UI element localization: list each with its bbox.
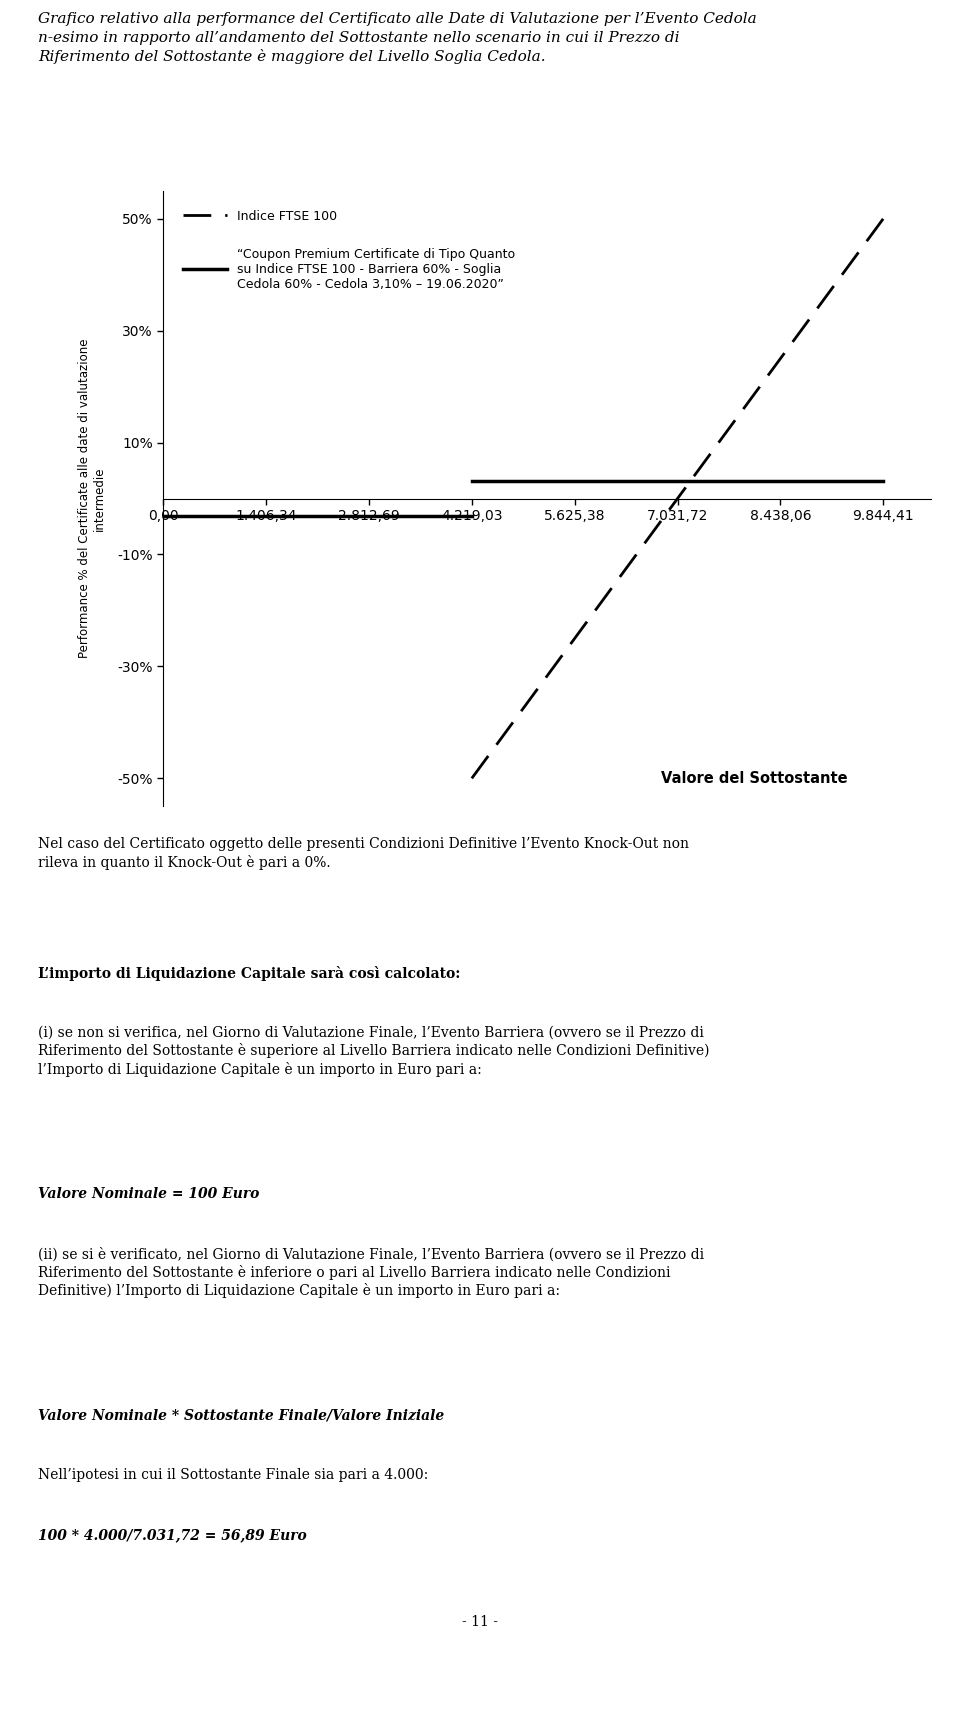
- Text: Valore Nominale * Sottostante Finale/Valore Iniziale: Valore Nominale * Sottostante Finale/Val…: [38, 1408, 444, 1422]
- Text: 100 * 4.000/7.031,72 = 56,89 Euro: 100 * 4.000/7.031,72 = 56,89 Euro: [38, 1528, 307, 1542]
- Text: (i) se non si verifica, nel Giorno di Valutazione Finale, l’Evento Barriera (ovv: (i) se non si verifica, nel Giorno di Va…: [38, 1025, 709, 1077]
- Y-axis label: Performance % del Certificate alle date di valutazione
intermedie: Performance % del Certificate alle date …: [78, 338, 106, 659]
- Text: Nel caso del Certificato oggetto delle presenti Condizioni Definitive l’Evento K: Nel caso del Certificato oggetto delle p…: [38, 838, 689, 870]
- Text: Valore Nominale = 100 Euro: Valore Nominale = 100 Euro: [38, 1188, 260, 1202]
- Text: Nell’ipotesi in cui il Sottostante Finale sia pari a 4.000:: Nell’ipotesi in cui il Sottostante Final…: [38, 1469, 429, 1483]
- Text: L’importo di Liquidazione Capitale sarà così calcolato:: L’importo di Liquidazione Capitale sarà …: [38, 966, 461, 981]
- Legend: Indice FTSE 100, “Coupon Premium Certificate di Tipo Quanto
su Indice FTSE 100 -: Indice FTSE 100, “Coupon Premium Certifi…: [178, 203, 521, 297]
- Text: Valore del Sottostante: Valore del Sottostante: [660, 772, 847, 786]
- Text: (ii) se si è verificato, nel Giorno di Valutazione Finale, l’Evento Barriera (ov: (ii) se si è verificato, nel Giorno di V…: [38, 1247, 705, 1299]
- Text: Grafico relativo alla performance del Certificato alle Date di Valutazione per l: Grafico relativo alla performance del Ce…: [38, 12, 757, 64]
- Text: - 11 -: - 11 -: [462, 1614, 498, 1628]
